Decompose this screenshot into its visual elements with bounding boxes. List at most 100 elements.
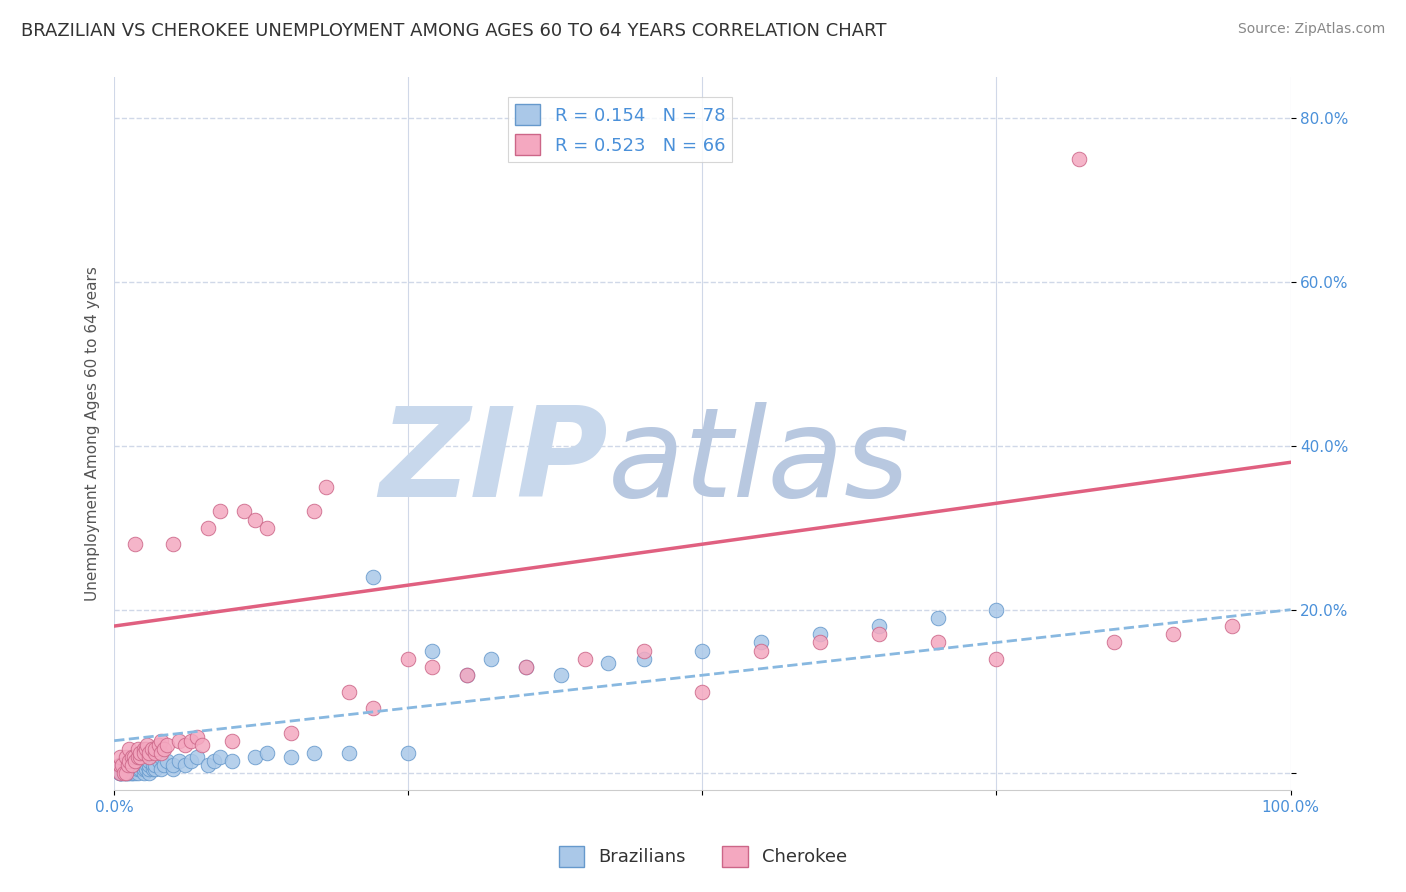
Point [550,668,572,682]
Point [108,766,131,780]
Y-axis label: Unemployment Among Ages 60 to 64 years: Unemployment Among Ages 60 to 64 years [86,266,100,601]
Point [150,750,173,764]
Point [315,480,337,494]
Point [692,684,714,698]
Point [361,570,384,584]
Legend: Brazilians, Cherokee: Brazilians, Cherokee [551,838,855,874]
Point [221,733,243,747]
Point [127,750,149,764]
Legend: R = 0.154   N = 78, R = 0.523   N = 66: R = 0.154 N = 78, R = 0.523 N = 66 [508,97,733,162]
Point [302,746,325,760]
Point [115,750,138,764]
Point [868,619,890,633]
Point [202,754,225,768]
Point [180,754,202,768]
Point [108,766,131,780]
Point [115,766,138,780]
Point [232,504,254,518]
Point [136,738,159,752]
Point [515,660,537,674]
Point [129,763,152,777]
Point [150,746,173,760]
Point [132,763,155,777]
Text: atlas: atlas [609,401,911,523]
Point [197,521,219,535]
Point [749,643,772,657]
Point [808,635,831,649]
Point [145,758,167,772]
Point [118,758,141,772]
Point [115,766,138,780]
Point [135,742,157,756]
Point [124,754,146,768]
Point [115,766,138,780]
Point [456,668,478,682]
Point [132,758,155,772]
Point [221,754,243,768]
Point [197,758,219,772]
Point [145,742,167,756]
Point [121,758,143,772]
Point [152,758,174,772]
Point [209,504,232,518]
Point [108,766,131,780]
Point [173,758,195,772]
Point [117,758,139,772]
Point [280,750,302,764]
Point [1102,635,1125,649]
Point [868,627,890,641]
Point [136,758,159,772]
Point [111,766,134,780]
Point [749,635,772,649]
Point [986,652,1008,666]
Point [127,742,149,756]
Point [129,750,152,764]
Point [135,763,157,777]
Point [420,643,443,657]
Point [162,763,184,777]
Point [927,635,949,649]
Point [132,742,155,756]
Point [986,603,1008,617]
Point [141,742,163,756]
Point [162,537,184,551]
Point [245,750,267,764]
Point [132,766,155,780]
Point [692,643,714,657]
Point [515,660,537,674]
Point [148,754,170,768]
Point [129,750,152,764]
Text: ZIP: ZIP [380,401,609,523]
Point [173,738,195,752]
Point [191,738,214,752]
Point [180,733,202,747]
Point [245,513,267,527]
Point [396,652,419,666]
Point [167,733,190,747]
Point [142,758,165,772]
Point [111,758,134,772]
Point [574,652,596,666]
Point [280,725,302,739]
Point [138,766,160,780]
Point [633,643,655,657]
Point [302,504,325,518]
Point [256,746,278,760]
Point [121,763,143,777]
Point [124,537,146,551]
Point [117,763,139,777]
Point [1220,619,1243,633]
Point [122,763,145,777]
Point [129,746,152,760]
Point [132,746,155,760]
Point [927,611,949,625]
Point [124,763,146,777]
Point [162,758,184,772]
Point [145,746,167,760]
Point [598,656,620,670]
Point [167,754,190,768]
Point [420,660,443,674]
Point [156,754,179,768]
Point [117,758,139,772]
Point [633,652,655,666]
